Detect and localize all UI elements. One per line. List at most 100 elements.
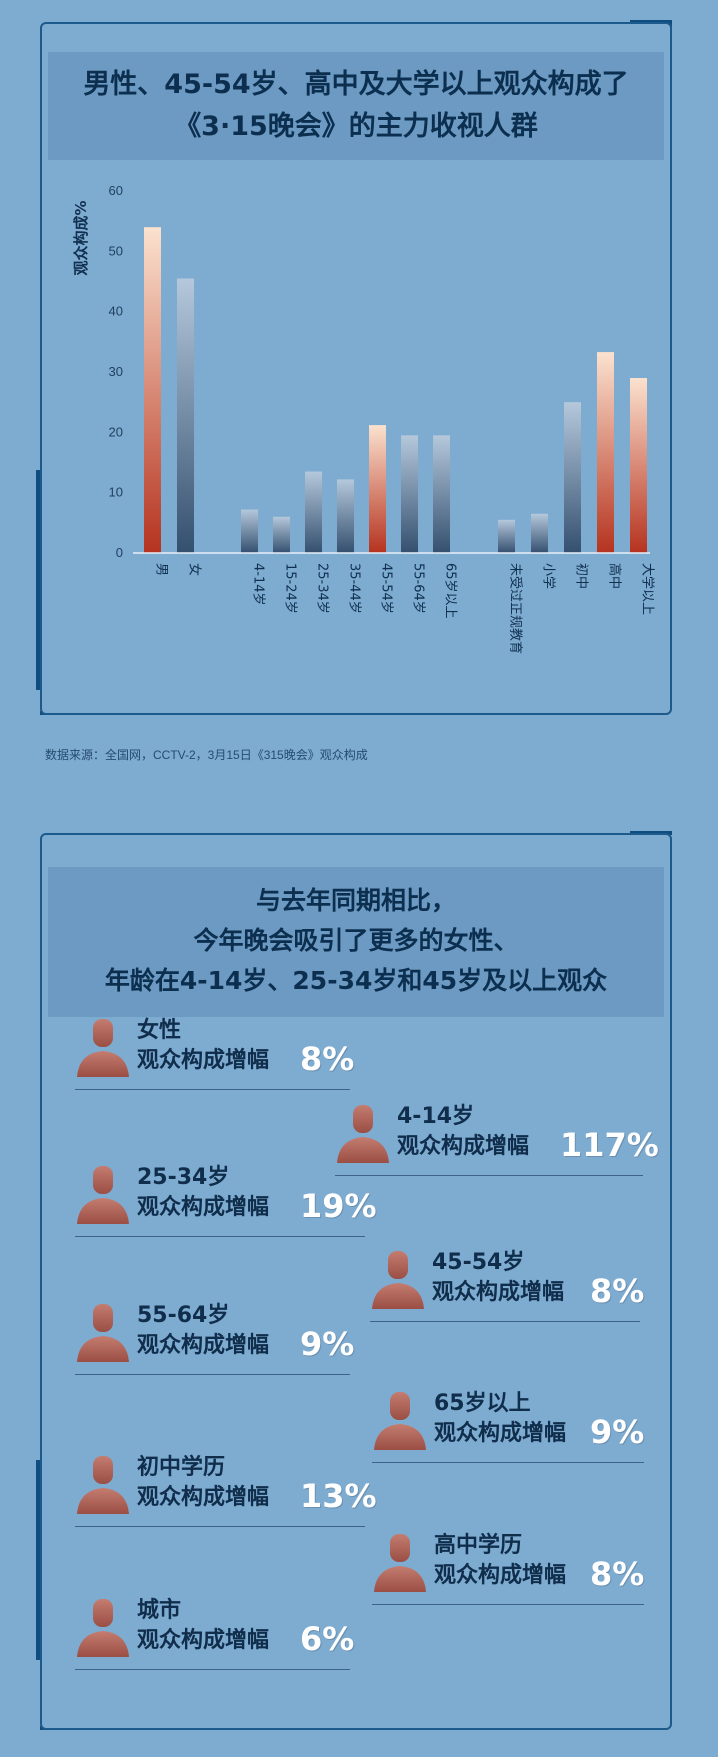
bar-chart: 0 10 20 30 40 50 60 观众构成% 男 女 4-14岁 15-24岁 25-34岁 35-… — [72, 183, 656, 654]
growth-item: 55-64岁观众构成增幅 9% — [75, 1302, 354, 1375]
bar-男 — [144, 227, 161, 553]
growth-item-label: 4-14岁 — [397, 1104, 475, 1129]
person-icon — [372, 1392, 428, 1450]
growth-item: 初中学历观众构成增幅 13% — [75, 1454, 377, 1527]
x-tick-label: 25-34岁 — [315, 563, 330, 614]
x-tick-label: 小学 — [541, 563, 557, 589]
growth-item-label: 65岁以上 — [434, 1391, 531, 1416]
growth-item-metric: 观众构成增幅 — [137, 1628, 270, 1653]
growth-item: 25-34岁观众构成增幅 19% — [75, 1164, 377, 1237]
growth-item-value: 8% — [590, 1555, 645, 1593]
growth-item-value: 6% — [300, 1620, 355, 1658]
edge-accent-left — [36, 470, 40, 690]
person-icon — [75, 1304, 131, 1362]
person-icon — [75, 1166, 131, 1224]
chart-panel: 男性、45-54岁、高中及大学以上观众构成了 《3·15晚会》的主力收视人群 — [40, 22, 672, 715]
divider — [75, 1526, 365, 1527]
person-icon — [370, 1251, 426, 1309]
bar-初中 — [564, 402, 581, 553]
chart-title: 男性、45-54岁、高中及大学以上观众构成了 《3·15晚会》的主力收视人群 — [48, 52, 664, 160]
growth-title-line-2: 今年晚会吸引了更多的女性、 — [193, 926, 519, 955]
bar-25-34岁 — [305, 471, 322, 553]
growth-item-label: 高中学历 — [434, 1533, 523, 1558]
chart-title-line-2: 《3·15晚会》的主力收视人群 — [174, 111, 538, 142]
growth-title-line-1: 与去年同期相比， — [255, 886, 456, 915]
person-icon — [372, 1534, 428, 1592]
divider — [335, 1175, 643, 1176]
bar-15-24岁 — [273, 516, 290, 553]
growth-item-value: 117% — [560, 1126, 659, 1164]
bar-小学 — [531, 513, 548, 553]
growth-title-line-3: 年龄在4-14岁、25-34岁和45岁及以上观众 — [104, 966, 608, 995]
x-tick-label: 15-24岁 — [283, 563, 298, 614]
x-tick-label: 45-54岁 — [379, 563, 394, 614]
x-tick-label: 大学以上 — [640, 563, 656, 615]
growth-item-metric: 观众构成增幅 — [137, 1485, 270, 1510]
divider — [372, 1604, 644, 1605]
divider — [75, 1236, 365, 1237]
growth-item-label: 城市 — [137, 1598, 182, 1623]
divider — [75, 1669, 350, 1670]
divider — [75, 1374, 350, 1375]
y-axis-label: 观众构成% — [72, 200, 90, 275]
growth-item-metric: 观众构成增幅 — [137, 1048, 270, 1073]
bar-高中 — [597, 352, 614, 553]
bar-大学以上 — [630, 378, 647, 553]
growth-item-metric: 观众构成增幅 — [137, 1333, 270, 1358]
x-tick-label: 初中 — [574, 563, 589, 589]
growth-item-metric: 观众构成增幅 — [434, 1563, 567, 1588]
bar-45-54岁 — [369, 425, 386, 553]
growth-item: 45-54岁观众构成增幅 8% — [370, 1249, 644, 1322]
growth-item-value: 9% — [590, 1413, 645, 1451]
bar-55-64岁 — [401, 435, 418, 553]
divider — [75, 1089, 350, 1090]
growth-item-metric: 观众构成增幅 — [434, 1421, 567, 1446]
growth-item: 女性观众构成增幅 8% — [75, 1017, 354, 1090]
edge-accent-left-2 — [36, 1460, 40, 1660]
x-tick-label: 未受过正规教育 — [508, 563, 524, 654]
person-icon — [75, 1599, 131, 1657]
x-tick-label: 55-64岁 — [411, 563, 426, 614]
person-icon — [75, 1019, 131, 1077]
growth-title: 与去年同期相比， 今年晚会吸引了更多的女性、 年龄在4-14岁、25-34岁和4… — [48, 867, 664, 1017]
y-tick-label: 0 — [116, 545, 123, 560]
growth-item: 高中学历观众构成增幅 8% — [372, 1532, 645, 1605]
growth-item-label: 45-54岁 — [432, 1250, 525, 1275]
x-tick-label: 4-14岁 — [251, 563, 266, 606]
y-tick-label: 10 — [109, 485, 123, 500]
growth-item: 城市观众构成增幅 6% — [75, 1597, 354, 1670]
y-tick-label: 50 — [109, 243, 123, 258]
chart-title-line-1: 男性、45-54岁、高中及大学以上观众构成了 — [83, 69, 629, 100]
divider — [370, 1321, 640, 1322]
bar-65岁以上 — [433, 435, 450, 553]
x-tick-label: 女 — [187, 563, 203, 576]
y-tick-label: 40 — [109, 304, 123, 319]
bar-4-14岁 — [241, 509, 258, 553]
growth-item-metric: 观众构成增幅 — [137, 1195, 270, 1220]
growth-item: 65岁以上观众构成增幅 9% — [372, 1390, 645, 1463]
growth-item-value: 13% — [300, 1477, 377, 1515]
y-tick-label: 20 — [109, 424, 123, 439]
growth-item-metric: 观众构成增幅 — [397, 1134, 530, 1159]
x-tick-label: 35-44岁 — [347, 563, 362, 614]
growth-item-value: 8% — [300, 1040, 355, 1078]
growth-item-label: 55-64岁 — [137, 1303, 230, 1328]
person-icon — [75, 1456, 131, 1514]
growth-item-metric: 观众构成增幅 — [432, 1280, 565, 1305]
x-tick-label: 65岁以上 — [443, 563, 458, 619]
bar-未受过正规教育 — [498, 519, 515, 553]
growth-item-value: 9% — [300, 1325, 355, 1363]
growth-item-value: 19% — [300, 1187, 377, 1225]
growth-panel: 与去年同期相比， 今年晚会吸引了更多的女性、 年龄在4-14岁、25-34岁和4… — [40, 833, 672, 1730]
data-source-note: 数据来源：全国网，CCTV-2，3月15日《315晚会》观众构成 — [45, 748, 368, 762]
growth-item-label: 女性 — [137, 1018, 182, 1043]
y-tick-label: 30 — [109, 364, 123, 379]
bar-女 — [177, 278, 194, 553]
y-tick-label: 60 — [109, 183, 123, 198]
x-tick-label: 男 — [154, 563, 169, 576]
person-icon — [335, 1105, 391, 1163]
growth-item-label: 25-34岁 — [137, 1165, 230, 1190]
growth-item-label: 初中学历 — [137, 1455, 226, 1480]
growth-item: 4-14岁观众构成增幅 117% — [335, 1103, 659, 1176]
growth-item-value: 8% — [590, 1272, 645, 1310]
